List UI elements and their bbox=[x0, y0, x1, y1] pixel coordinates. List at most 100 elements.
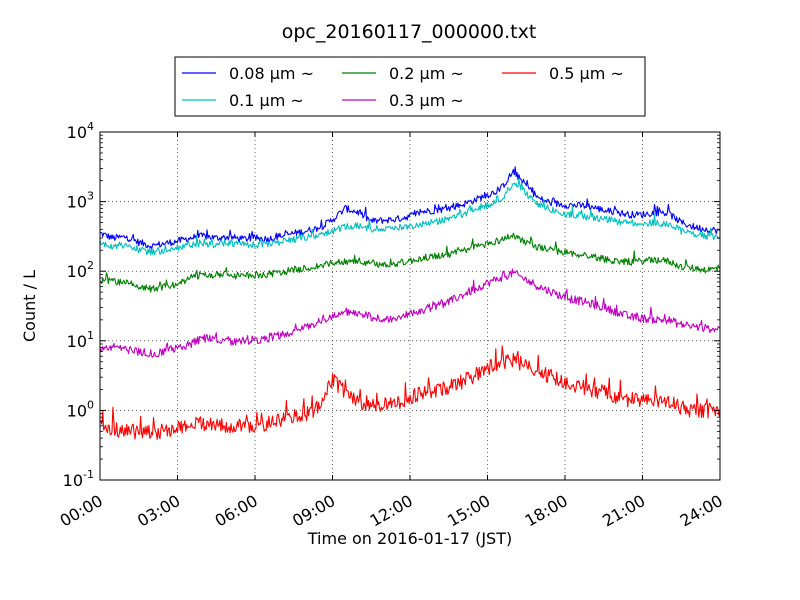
data-point bbox=[267, 238, 268, 239]
data-point bbox=[203, 337, 204, 338]
data-point bbox=[112, 237, 113, 238]
y-tick-exponent: 2 bbox=[87, 259, 94, 272]
data-point bbox=[551, 203, 552, 204]
data-point bbox=[371, 404, 372, 405]
x-tick-label: 09:00 bbox=[289, 491, 338, 531]
data-point bbox=[267, 423, 268, 424]
legend-entry: 0.1 μm ~ bbox=[182, 91, 304, 110]
data-point bbox=[551, 377, 552, 378]
data-point bbox=[590, 216, 591, 217]
grid-lines bbox=[100, 132, 720, 480]
data-point bbox=[694, 326, 695, 327]
data-point bbox=[422, 309, 423, 310]
x-tick-label: 03:00 bbox=[134, 491, 183, 531]
data-point bbox=[629, 262, 630, 263]
data-point bbox=[668, 319, 669, 320]
data-point bbox=[629, 214, 630, 215]
data-point bbox=[241, 238, 242, 239]
data-point bbox=[564, 297, 565, 298]
data-point bbox=[190, 425, 191, 426]
data-point bbox=[332, 230, 333, 231]
data-point bbox=[345, 392, 346, 393]
x-tick-label: 06:00 bbox=[212, 491, 261, 531]
data-point bbox=[112, 281, 113, 282]
y-tick-base: 10 bbox=[63, 471, 83, 490]
data-point bbox=[358, 402, 359, 403]
data-point bbox=[319, 227, 320, 228]
data-point bbox=[616, 212, 617, 213]
y-tick-base: 10 bbox=[67, 262, 87, 281]
data-point bbox=[577, 205, 578, 206]
data-point bbox=[655, 259, 656, 260]
data-point bbox=[655, 222, 656, 223]
data-point bbox=[164, 286, 165, 287]
data-point bbox=[590, 389, 591, 390]
data-point bbox=[112, 245, 113, 246]
data-point bbox=[371, 264, 372, 265]
data-point bbox=[203, 423, 204, 424]
data-series bbox=[99, 166, 721, 440]
data-point bbox=[435, 255, 436, 256]
data-point bbox=[125, 349, 126, 350]
data-point bbox=[474, 247, 475, 248]
y-tick-exponent: 1 bbox=[87, 329, 94, 342]
data-point bbox=[190, 277, 191, 278]
data-point bbox=[254, 340, 255, 341]
data-point bbox=[564, 214, 565, 215]
data-point bbox=[371, 229, 372, 230]
data-point bbox=[681, 324, 682, 325]
legend-entry: 0.3 μm ~ bbox=[342, 91, 464, 110]
data-point bbox=[487, 368, 488, 369]
y-axis-label: Count / L bbox=[20, 270, 39, 342]
data-point bbox=[642, 214, 643, 215]
data-point bbox=[422, 211, 423, 212]
data-point bbox=[461, 251, 462, 252]
data-point bbox=[216, 244, 217, 245]
data-point bbox=[513, 235, 514, 236]
x-tick-label: 18:00 bbox=[522, 491, 571, 531]
y-tick-label: 104 bbox=[67, 120, 94, 142]
y-tick-exponent: 0 bbox=[87, 398, 94, 411]
data-point bbox=[177, 284, 178, 285]
series-line bbox=[99, 268, 721, 358]
data-point bbox=[616, 311, 617, 312]
data-point bbox=[164, 351, 165, 352]
data-point bbox=[706, 410, 707, 411]
data-point bbox=[681, 407, 682, 408]
data-point bbox=[151, 289, 152, 290]
data-point bbox=[203, 274, 204, 275]
data-point bbox=[577, 215, 578, 216]
data-point bbox=[112, 428, 113, 429]
data-point bbox=[461, 381, 462, 382]
data-point bbox=[668, 213, 669, 214]
data-point bbox=[616, 396, 617, 397]
data-point bbox=[422, 223, 423, 224]
data-point bbox=[500, 239, 501, 240]
data-point bbox=[345, 208, 346, 209]
data-point bbox=[435, 389, 436, 390]
data-point bbox=[603, 219, 604, 220]
data-point bbox=[306, 326, 307, 327]
data-point bbox=[190, 343, 191, 344]
data-point bbox=[603, 307, 604, 308]
y-tick-exponent: 4 bbox=[87, 120, 94, 133]
data-point bbox=[358, 313, 359, 314]
data-point bbox=[254, 424, 255, 425]
y-tick-label: 100 bbox=[67, 398, 94, 420]
data-point bbox=[448, 219, 449, 220]
x-tick-label: 21:00 bbox=[599, 491, 648, 531]
x-tick-label: 15:00 bbox=[444, 491, 493, 531]
data-point bbox=[551, 292, 552, 293]
data-point bbox=[706, 269, 707, 270]
y-tick-label: 103 bbox=[67, 190, 94, 212]
series-5 bbox=[99, 345, 721, 440]
data-point bbox=[203, 243, 204, 244]
data-point bbox=[564, 382, 565, 383]
data-point bbox=[151, 353, 152, 354]
series-line bbox=[99, 166, 721, 250]
data-point bbox=[564, 252, 565, 253]
data-point bbox=[241, 342, 242, 343]
data-point bbox=[706, 229, 707, 230]
data-point bbox=[125, 236, 126, 237]
y-tick-label: 10-1 bbox=[63, 468, 94, 490]
